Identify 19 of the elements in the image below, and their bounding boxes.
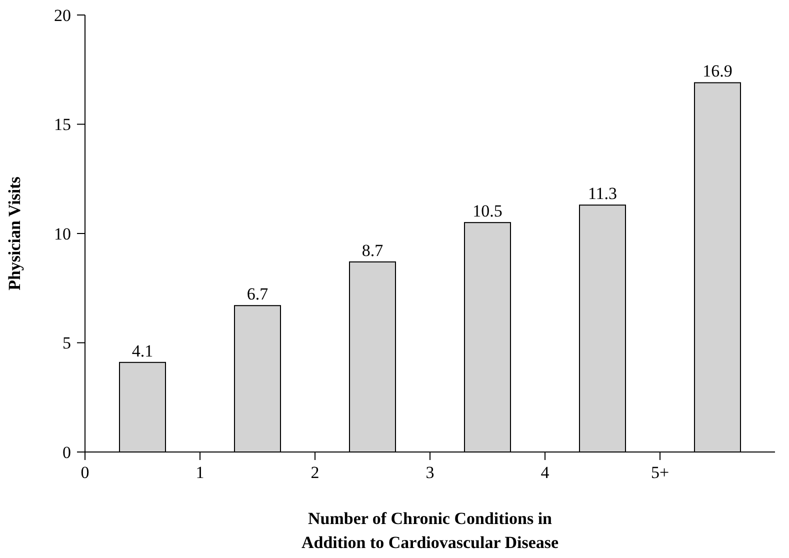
y-tick-label: 10: [54, 224, 71, 244]
x-tick-label: 2: [310, 463, 320, 482]
data-label: 6.7: [246, 284, 269, 304]
x-tick-label: 3: [426, 463, 434, 482]
y-tick-label: 15: [54, 115, 71, 134]
data-label: 4.1: [132, 341, 154, 360]
data-label: 16.9: [702, 62, 732, 81]
x-tick-label: 1: [196, 463, 204, 482]
x-tick-label: 0: [80, 463, 90, 482]
y-axis-title: Physician Visits: [5, 176, 24, 290]
y-tick-label: 0: [62, 442, 71, 462]
x-tick-label: 4: [540, 463, 550, 482]
y-tick-label: 20: [54, 6, 71, 25]
data-label: 10.5: [472, 202, 502, 221]
data-label: 8.7: [362, 240, 384, 260]
x-axis-title: Number of Chronic Conditions in Addition to Cardiovascular Disease: [301, 509, 559, 552]
data-label: 11.3: [588, 184, 618, 204]
x-tick-label: 5+: [650, 463, 670, 482]
y-tick-label: 5: [62, 334, 71, 353]
